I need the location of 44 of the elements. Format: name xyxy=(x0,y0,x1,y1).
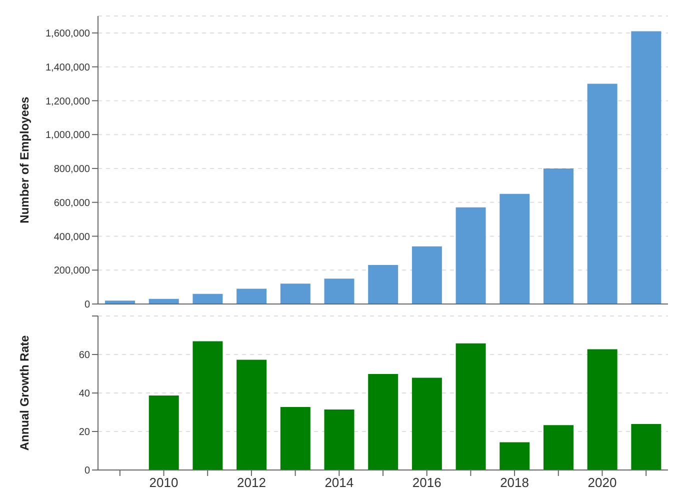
y-tick-label: 400,000 xyxy=(54,232,90,243)
bar xyxy=(236,288,267,304)
y-tick-label: 1,200,000 xyxy=(46,96,90,108)
bar xyxy=(368,265,398,304)
bar xyxy=(324,278,354,304)
y-tick-label: 20 xyxy=(78,427,90,438)
bar xyxy=(456,207,486,304)
bar xyxy=(192,294,223,304)
bar xyxy=(543,168,574,304)
y-axis-title: Annual Growth Rate xyxy=(17,335,32,451)
bar xyxy=(324,410,354,470)
y-tick-label: 800,000 xyxy=(54,164,90,176)
bar xyxy=(236,360,267,470)
y-tick-label: 200,000 xyxy=(54,266,90,277)
y-tick-label: 1,600,000 xyxy=(46,28,90,40)
x-tick-label: 2012 xyxy=(237,475,266,490)
bar xyxy=(280,284,310,304)
y-tick-label: 60 xyxy=(78,350,90,362)
y-tick-label: 0 xyxy=(84,466,90,477)
bar xyxy=(543,425,574,470)
x-tick-label: 2018 xyxy=(500,475,529,490)
y-tick-label: 1,400,000 xyxy=(46,62,90,74)
x-tick-label: 2010 xyxy=(149,475,178,490)
bar xyxy=(631,424,662,470)
bar xyxy=(631,31,662,304)
x-tick-label: 2014 xyxy=(324,475,354,490)
x-tick-label: 2016 xyxy=(412,475,442,490)
y-tick-label: 600,000 xyxy=(54,198,90,209)
bar xyxy=(412,246,442,304)
bar xyxy=(368,374,398,470)
bar xyxy=(192,341,223,470)
bar xyxy=(280,407,310,470)
bar xyxy=(587,84,618,304)
bar xyxy=(500,194,530,304)
bar xyxy=(587,349,618,470)
x-tick-label: 2020 xyxy=(588,475,617,490)
y-tick-label: 40 xyxy=(78,388,90,400)
bar xyxy=(456,343,486,470)
bar xyxy=(500,442,530,470)
bar xyxy=(412,378,442,470)
y-tick-label: 1,000,000 xyxy=(46,130,90,142)
bar xyxy=(148,396,179,470)
y-tick-label: 0 xyxy=(84,300,90,311)
y-axis-title: Number of Employees xyxy=(17,96,32,224)
